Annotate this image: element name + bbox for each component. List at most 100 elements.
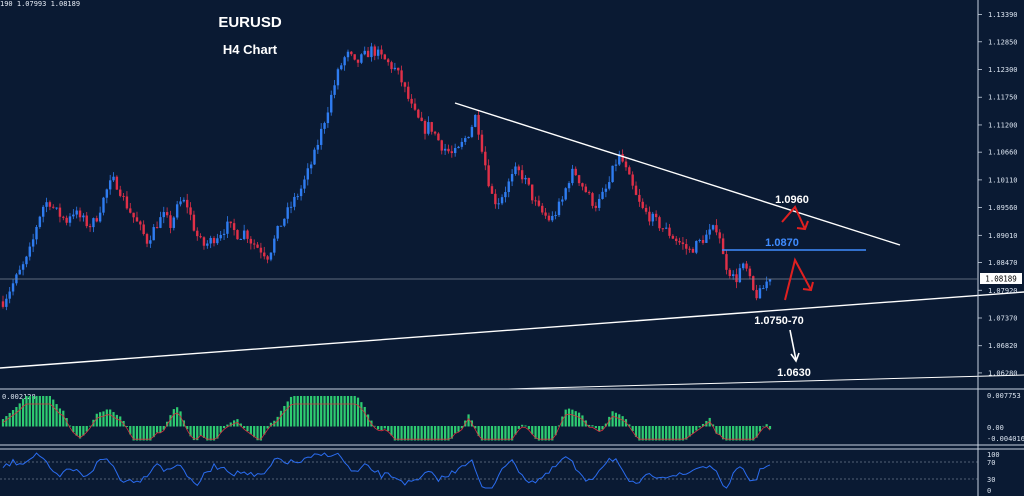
candle-body — [65, 217, 68, 223]
candle-body — [437, 133, 440, 141]
macd-bar — [547, 426, 551, 441]
macd-bar — [544, 426, 547, 441]
macd-bar — [360, 402, 363, 427]
candle-body — [621, 154, 624, 162]
macd-bar — [21, 398, 25, 427]
macd-bar — [169, 415, 172, 427]
macd-bar — [604, 423, 607, 427]
macd-bar — [186, 426, 189, 430]
candle-body — [142, 224, 145, 235]
macd-bar — [447, 426, 450, 441]
macd-bar — [601, 426, 604, 430]
candle-body — [8, 291, 11, 299]
macd-bar — [742, 426, 745, 441]
macd-bar — [695, 426, 698, 431]
macd-bar — [299, 396, 303, 427]
macd-bar — [45, 396, 48, 427]
rsi-tick-30: 30 — [987, 476, 995, 484]
macd-bar — [407, 426, 410, 441]
candle-body — [122, 195, 125, 197]
macd-bar — [313, 396, 316, 427]
macd-bar — [685, 426, 688, 440]
candle-body — [638, 194, 641, 202]
candle-body — [209, 237, 212, 244]
macd-bar — [762, 425, 765, 427]
macd-bar — [377, 426, 380, 430]
candle-body — [705, 234, 708, 243]
macd-bar — [611, 411, 614, 427]
macd-bar — [35, 396, 38, 427]
candle-body — [326, 112, 330, 124]
candle-body — [587, 192, 591, 194]
candle-body — [283, 218, 286, 226]
candle-body — [474, 114, 477, 127]
macd-bar — [42, 396, 45, 427]
macd-bar — [467, 414, 470, 427]
price-tick-label: 1.12850 — [988, 38, 1018, 46]
macd-bar — [102, 411, 105, 427]
macd-bar — [112, 412, 115, 427]
macd-bar — [320, 396, 323, 427]
macd-bar — [333, 396, 336, 427]
macd-bar — [551, 426, 554, 441]
candle-body — [614, 164, 618, 166]
candle-body — [507, 181, 510, 193]
macd-bar — [323, 396, 326, 427]
macd-bar — [380, 426, 383, 430]
macd-bar — [346, 396, 350, 427]
candle-body — [149, 240, 152, 244]
candle-body — [363, 50, 366, 55]
candle-body — [571, 168, 574, 184]
candle-body — [38, 216, 42, 227]
candle-body — [242, 230, 246, 239]
candle-body — [206, 243, 209, 246]
candle-body — [356, 59, 360, 63]
macd-bar — [343, 396, 346, 427]
macd-bar — [413, 426, 417, 441]
candle-body — [346, 51, 350, 58]
macd-tick-zero: 0.00 — [987, 424, 1004, 432]
macd-bar — [222, 426, 226, 429]
candle-body — [289, 206, 293, 208]
candle-body — [192, 214, 196, 231]
candle-body — [249, 238, 253, 244]
candle-body — [460, 141, 464, 147]
candle-body — [547, 215, 551, 221]
candle-body — [728, 269, 732, 276]
candle-body — [433, 131, 437, 134]
macd-bar — [279, 410, 283, 427]
macd-bar — [718, 426, 721, 435]
price-tick-label: 1.08470 — [988, 259, 1018, 267]
macd-bar — [417, 426, 420, 441]
macd-bar — [524, 425, 527, 427]
candle-body — [72, 214, 75, 217]
macd-bar — [269, 422, 273, 427]
ohlc-readout: 190 1.07993 1.08189 — [0, 0, 81, 8]
macd-bar — [668, 426, 671, 441]
macd-bar — [172, 409, 175, 427]
macd-bar — [55, 404, 58, 427]
candle-body — [253, 243, 256, 245]
macd-bar — [78, 426, 82, 439]
trendline-3 — [507, 374, 1024, 390]
candle-body — [236, 230, 239, 240]
macd-bar — [115, 414, 118, 427]
macd-bar — [189, 426, 192, 437]
macd-bar — [661, 426, 664, 441]
candle-body — [440, 140, 443, 151]
trendline-0 — [454, 102, 901, 246]
macd-bar — [474, 426, 477, 429]
candle-body — [634, 185, 638, 195]
candle-body — [467, 136, 470, 139]
candle-body — [450, 151, 454, 154]
macd-bar — [266, 426, 269, 429]
macd-bar — [574, 411, 577, 427]
candle-body — [681, 242, 685, 245]
macd-bar — [162, 426, 165, 430]
candle-body — [648, 211, 651, 222]
candle-body — [581, 183, 584, 187]
macd-bar — [68, 425, 72, 427]
candle-body — [497, 203, 500, 205]
candle-body — [725, 254, 728, 270]
